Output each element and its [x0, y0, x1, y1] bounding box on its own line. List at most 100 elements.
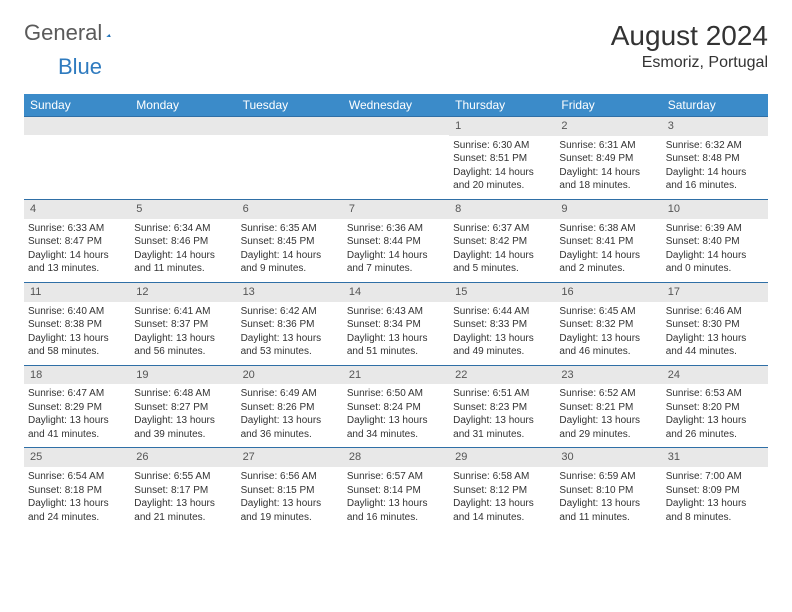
cell-daylight: Daylight: 13 hours and 51 minutes. — [347, 332, 445, 359]
calendar-cell: 8Sunrise: 6:37 AMSunset: 8:42 PMDaylight… — [449, 200, 555, 282]
cell-daylight: Daylight: 13 hours and 24 minutes. — [28, 497, 126, 524]
cell-sunset: Sunset: 8:17 PM — [134, 484, 232, 498]
cell-sunset: Sunset: 8:46 PM — [134, 235, 232, 249]
calendar-cell: 2Sunrise: 6:31 AMSunset: 8:49 PMDaylight… — [555, 117, 661, 199]
calendar-cell: 27Sunrise: 6:56 AMSunset: 8:15 PMDayligh… — [237, 448, 343, 530]
day-number: 9 — [555, 200, 661, 219]
brand-part2: Blue — [58, 54, 102, 79]
day-number: 5 — [130, 200, 236, 219]
cell-daylight: Daylight: 13 hours and 44 minutes. — [666, 332, 764, 359]
cell-sunrise: Sunrise: 6:39 AM — [666, 222, 764, 236]
cell-sunrise: Sunrise: 7:00 AM — [666, 470, 764, 484]
cell-daylight: Daylight: 14 hours and 0 minutes. — [666, 249, 764, 276]
cell-daylight: Daylight: 13 hours and 29 minutes. — [559, 414, 657, 441]
day-number: 11 — [24, 283, 130, 302]
calendar-cell: 15Sunrise: 6:44 AMSunset: 8:33 PMDayligh… — [449, 283, 555, 365]
cell-daylight: Daylight: 13 hours and 39 minutes. — [134, 414, 232, 441]
cell-sunset: Sunset: 8:24 PM — [347, 401, 445, 415]
cell-daylight: Daylight: 14 hours and 5 minutes. — [453, 249, 551, 276]
calendar-cell: 5Sunrise: 6:34 AMSunset: 8:46 PMDaylight… — [130, 200, 236, 282]
calendar-cell: 6Sunrise: 6:35 AMSunset: 8:45 PMDaylight… — [237, 200, 343, 282]
cell-sunset: Sunset: 8:48 PM — [666, 152, 764, 166]
day-header: Saturday — [662, 94, 768, 116]
day-number: 22 — [449, 366, 555, 385]
cell-sunset: Sunset: 8:15 PM — [241, 484, 339, 498]
day-number: 14 — [343, 283, 449, 302]
cell-sunset: Sunset: 8:42 PM — [453, 235, 551, 249]
cell-sunrise: Sunrise: 6:51 AM — [453, 387, 551, 401]
cell-daylight: Daylight: 13 hours and 56 minutes. — [134, 332, 232, 359]
day-number: 19 — [130, 366, 236, 385]
cell-daylight: Daylight: 13 hours and 41 minutes. — [28, 414, 126, 441]
calendar-cell: 4Sunrise: 6:33 AMSunset: 8:47 PMDaylight… — [24, 200, 130, 282]
cell-sunset: Sunset: 8:41 PM — [559, 235, 657, 249]
day-number — [24, 117, 130, 135]
cell-daylight: Daylight: 13 hours and 58 minutes. — [28, 332, 126, 359]
day-number: 30 — [555, 448, 661, 467]
cell-sunrise: Sunrise: 6:36 AM — [347, 222, 445, 236]
cell-sunrise: Sunrise: 6:32 AM — [666, 139, 764, 153]
cell-daylight: Daylight: 14 hours and 20 minutes. — [453, 166, 551, 193]
title-location: Esmoriz, Portugal — [611, 54, 768, 72]
brand-part2-wrap: Blue — [58, 54, 118, 80]
day-number: 20 — [237, 366, 343, 385]
calendar-cell: 9Sunrise: 6:38 AMSunset: 8:41 PMDaylight… — [555, 200, 661, 282]
day-number: 7 — [343, 200, 449, 219]
cell-daylight: Daylight: 14 hours and 16 minutes. — [666, 166, 764, 193]
cell-sunset: Sunset: 8:37 PM — [134, 318, 232, 332]
cell-daylight: Daylight: 13 hours and 49 minutes. — [453, 332, 551, 359]
brand-mark-icon — [106, 24, 111, 42]
cell-sunrise: Sunrise: 6:34 AM — [134, 222, 232, 236]
calendar-cell: 12Sunrise: 6:41 AMSunset: 8:37 PMDayligh… — [130, 283, 236, 365]
calendar-cell: 16Sunrise: 6:45 AMSunset: 8:32 PMDayligh… — [555, 283, 661, 365]
day-header: Thursday — [449, 94, 555, 116]
cell-sunset: Sunset: 8:20 PM — [666, 401, 764, 415]
brand-part1: General — [24, 20, 102, 46]
cell-sunset: Sunset: 8:40 PM — [666, 235, 764, 249]
cell-sunrise: Sunrise: 6:35 AM — [241, 222, 339, 236]
cell-sunset: Sunset: 8:51 PM — [453, 152, 551, 166]
cell-sunrise: Sunrise: 6:40 AM — [28, 305, 126, 319]
calendar-cell: 29Sunrise: 6:58 AMSunset: 8:12 PMDayligh… — [449, 448, 555, 530]
cell-sunset: Sunset: 8:12 PM — [453, 484, 551, 498]
day-number: 23 — [555, 366, 661, 385]
day-number: 15 — [449, 283, 555, 302]
calendar-cell: 19Sunrise: 6:48 AMSunset: 8:27 PMDayligh… — [130, 366, 236, 448]
cell-sunrise: Sunrise: 6:46 AM — [666, 305, 764, 319]
week-row: 18Sunrise: 6:47 AMSunset: 8:29 PMDayligh… — [24, 365, 768, 448]
cell-daylight: Daylight: 13 hours and 8 minutes. — [666, 497, 764, 524]
cell-daylight: Daylight: 14 hours and 9 minutes. — [241, 249, 339, 276]
day-number: 1 — [449, 117, 555, 136]
day-number: 4 — [24, 200, 130, 219]
calendar-cell: 20Sunrise: 6:49 AMSunset: 8:26 PMDayligh… — [237, 366, 343, 448]
cell-sunrise: Sunrise: 6:38 AM — [559, 222, 657, 236]
cell-daylight: Daylight: 13 hours and 46 minutes. — [559, 332, 657, 359]
day-number: 13 — [237, 283, 343, 302]
day-header: Friday — [555, 94, 661, 116]
day-number: 18 — [24, 366, 130, 385]
calendar-cell: 23Sunrise: 6:52 AMSunset: 8:21 PMDayligh… — [555, 366, 661, 448]
cell-daylight: Daylight: 14 hours and 7 minutes. — [347, 249, 445, 276]
day-header: Tuesday — [237, 94, 343, 116]
calendar-cell: 10Sunrise: 6:39 AMSunset: 8:40 PMDayligh… — [662, 200, 768, 282]
day-number — [130, 117, 236, 135]
day-number: 29 — [449, 448, 555, 467]
week-row: 4Sunrise: 6:33 AMSunset: 8:47 PMDaylight… — [24, 199, 768, 282]
title-block: August 2024 Esmoriz, Portugal — [611, 20, 768, 72]
calendar-cell: 26Sunrise: 6:55 AMSunset: 8:17 PMDayligh… — [130, 448, 236, 530]
calendar-cell: 24Sunrise: 6:53 AMSunset: 8:20 PMDayligh… — [662, 366, 768, 448]
title-month: August 2024 — [611, 20, 768, 52]
cell-sunrise: Sunrise: 6:59 AM — [559, 470, 657, 484]
calendar-cell: 13Sunrise: 6:42 AMSunset: 8:36 PMDayligh… — [237, 283, 343, 365]
day-number: 2 — [555, 117, 661, 136]
day-number: 21 — [343, 366, 449, 385]
week-row: 1Sunrise: 6:30 AMSunset: 8:51 PMDaylight… — [24, 116, 768, 199]
day-number: 31 — [662, 448, 768, 467]
cell-sunset: Sunset: 8:47 PM — [28, 235, 126, 249]
week-row: 11Sunrise: 6:40 AMSunset: 8:38 PMDayligh… — [24, 282, 768, 365]
day-number: 25 — [24, 448, 130, 467]
day-number: 16 — [555, 283, 661, 302]
cell-sunrise: Sunrise: 6:50 AM — [347, 387, 445, 401]
day-number — [343, 117, 449, 135]
cell-daylight: Daylight: 13 hours and 14 minutes. — [453, 497, 551, 524]
